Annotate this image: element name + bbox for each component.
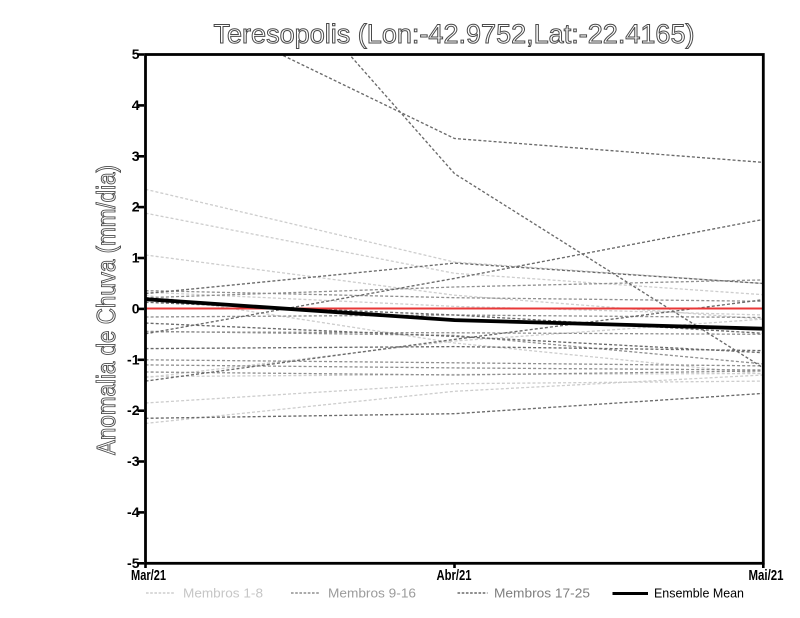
svg-text:Mar/21: Mar/21 [131,567,166,584]
svg-text:-5: -5 [127,555,140,571]
svg-text:0: 0 [132,300,140,316]
svg-text:-3: -3 [127,453,140,469]
svg-text:-2: -2 [127,402,140,418]
svg-text:Membros 1-8: Membros 1-8 [183,586,263,601]
svg-text:Membros 9-16: Membros 9-16 [328,586,416,601]
svg-text:Anomalia de Chuva (mm/dia): Anomalia de Chuva (mm/dia) [91,165,121,455]
svg-text:2: 2 [132,199,140,215]
svg-text:4: 4 [132,97,140,113]
svg-text:-4: -4 [127,504,140,520]
svg-text:Mai/21: Mai/21 [749,567,784,584]
svg-text:3: 3 [132,148,140,164]
svg-text:-1: -1 [127,351,140,367]
svg-text:1: 1 [132,250,140,266]
svg-text:5: 5 [132,46,140,62]
svg-text:Teresopolis (Lon:-42.9752,Lat:: Teresopolis (Lon:-42.9752,Lat:-22.4165) [214,19,695,49]
svg-text:Membros 17-25: Membros 17-25 [494,586,590,601]
svg-text:Ensemble Mean: Ensemble Mean [654,586,744,601]
svg-text:Abr/21: Abr/21 [437,567,472,584]
